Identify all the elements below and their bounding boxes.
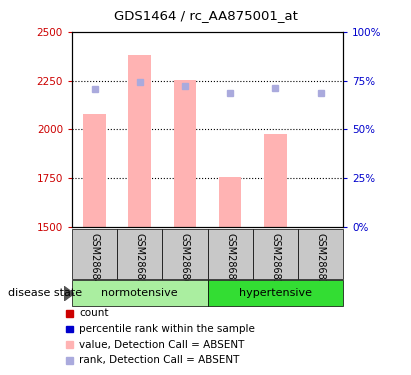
Text: percentile rank within the sample: percentile rank within the sample xyxy=(79,324,255,334)
Text: hypertensive: hypertensive xyxy=(239,288,312,298)
FancyBboxPatch shape xyxy=(72,280,208,306)
FancyBboxPatch shape xyxy=(72,229,117,279)
Text: count: count xyxy=(79,308,109,318)
Text: GSM28685: GSM28685 xyxy=(135,233,145,286)
FancyBboxPatch shape xyxy=(208,229,253,279)
Text: GSM28686: GSM28686 xyxy=(180,233,190,286)
FancyBboxPatch shape xyxy=(298,229,343,279)
Bar xyxy=(128,55,151,227)
Text: normotensive: normotensive xyxy=(102,288,178,298)
Bar xyxy=(264,134,287,227)
Bar xyxy=(219,177,242,227)
FancyBboxPatch shape xyxy=(117,229,162,279)
Text: GSM28681: GSM28681 xyxy=(225,233,235,286)
Text: GSM28683: GSM28683 xyxy=(316,233,326,286)
Text: disease state: disease state xyxy=(8,288,82,298)
Text: GSM28684: GSM28684 xyxy=(90,233,99,286)
Text: value, Detection Call = ABSENT: value, Detection Call = ABSENT xyxy=(79,340,245,350)
Text: GDS1464 / rc_AA875001_at: GDS1464 / rc_AA875001_at xyxy=(113,9,298,22)
FancyBboxPatch shape xyxy=(253,229,298,279)
FancyBboxPatch shape xyxy=(162,229,208,279)
Polygon shape xyxy=(64,286,74,301)
FancyBboxPatch shape xyxy=(208,280,343,306)
Bar xyxy=(83,114,106,227)
Text: rank, Detection Call = ABSENT: rank, Detection Call = ABSENT xyxy=(79,356,240,365)
Text: GSM28682: GSM28682 xyxy=(270,233,280,286)
Bar xyxy=(174,80,196,227)
